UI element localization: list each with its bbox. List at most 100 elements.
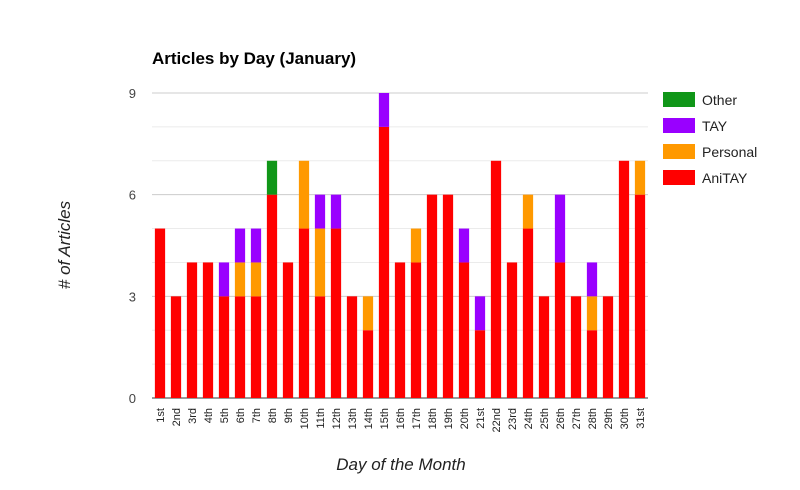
x-tick-label: 31st (635, 408, 647, 429)
bar-segment-anitay (602, 296, 614, 398)
bar-segment-anitay (298, 228, 310, 398)
bar-segment-anitay (154, 228, 166, 398)
x-tick-label: 14th (363, 408, 375, 429)
bar-segment-anitay (442, 194, 454, 398)
chart-title: Articles by Day (January) (152, 49, 356, 68)
y-tick-label: 9 (129, 86, 136, 101)
bar-segment-tay (378, 93, 390, 127)
x-tick-label: 22nd (491, 408, 503, 432)
bar-segment-anitay (410, 262, 422, 398)
x-tick-label: 17th (411, 408, 423, 429)
bar-segment-anitay (346, 296, 358, 398)
x-tick-label: 10th (299, 408, 311, 429)
bars (154, 93, 646, 398)
x-tick-label: 1st (155, 408, 167, 423)
x-axis-label: Day of the Month (336, 455, 465, 474)
x-tick-label: 29th (603, 408, 615, 429)
bar-segment-tay (250, 228, 262, 263)
bar-segment-tay (330, 194, 342, 229)
x-tick-label: 19th (443, 408, 455, 429)
bar-segment-personal (314, 228, 326, 297)
bar-segment-anitay (522, 228, 534, 398)
x-tick-label: 24th (523, 408, 535, 429)
bar-segment-anitay (490, 160, 502, 398)
bar-segment-anitay (266, 194, 278, 398)
y-tick-label: 6 (129, 188, 136, 203)
x-tick-label: 27th (571, 408, 583, 429)
y-tick-label: 3 (129, 289, 136, 304)
bar-segment-anitay (634, 194, 646, 398)
legend-label-tay: TAY (702, 118, 728, 134)
x-tick-label: 21st (475, 408, 487, 429)
x-tick-label: 11th (315, 408, 327, 429)
legend-swatch-personal (663, 144, 695, 159)
x-tick-label: 12th (331, 408, 343, 429)
bar-segment-anitay (250, 296, 262, 398)
x-tick-label: 5th (219, 408, 231, 423)
bar-segment-personal (522, 194, 534, 229)
bar-segment-anitay (554, 262, 566, 398)
bar-segment-anitay (394, 262, 406, 398)
x-tick-label: 18th (427, 408, 439, 429)
x-tick-label: 16th (395, 408, 407, 429)
bar-segment-anitay (426, 194, 438, 398)
bar-segment-anitay (458, 262, 470, 398)
bar-segment-tay (586, 262, 598, 297)
x-tick-label: 13th (347, 408, 359, 429)
legend: Other TAY Personal AniTAY (663, 92, 757, 186)
bar-segment-personal (250, 262, 262, 297)
bar-segment-tay (554, 194, 566, 263)
bar-segment-personal (634, 160, 646, 195)
bar-segment-anitay (218, 296, 230, 398)
legend-swatch-tay (663, 118, 695, 133)
bar-segment-anitay (234, 296, 246, 398)
bar-segment-anitay (202, 262, 214, 398)
bar-segment-anitay (362, 330, 374, 398)
x-tick-label: 6th (235, 408, 247, 423)
x-tick-label: 25th (539, 408, 551, 429)
x-axis-ticks: 1st 2nd 3rd 4th 5th 6th 7th 8th 9th 10th 11th 12th 1… (155, 408, 647, 432)
bar-segment-anitay (586, 330, 598, 398)
legend-label-other: Other (702, 92, 737, 108)
legend-label-anitay: AniTAY (702, 170, 748, 186)
x-tick-label: 3rd (187, 408, 199, 424)
y-axis-label: # of Articles (55, 200, 74, 289)
x-tick-label: 15th (379, 408, 391, 429)
bar-segment-anitay (282, 262, 294, 398)
bar-segment-anitay (506, 262, 518, 398)
legend-label-personal: Personal (702, 144, 757, 160)
x-tick-label: 30th (619, 408, 631, 429)
x-tick-label: 8th (267, 408, 279, 423)
x-tick-label: 23rd (507, 408, 519, 430)
bar-segment-anitay (474, 330, 486, 398)
bar-segment-personal (298, 160, 310, 229)
bar-segment-personal (234, 262, 246, 297)
bar-segment-other (266, 160, 278, 195)
x-tick-label: 2nd (171, 408, 183, 426)
bar-segment-anitay (170, 296, 182, 398)
bar-segment-anitay (378, 126, 390, 398)
x-tick-label: 28th (587, 408, 599, 429)
bar-segment-anitay (538, 296, 550, 398)
bar-segment-anitay (186, 262, 198, 398)
legend-swatch-other (663, 92, 695, 107)
bar-segment-personal (410, 228, 422, 263)
y-axis-ticks: 0 3 6 9 (129, 86, 136, 406)
x-tick-label: 9th (283, 408, 295, 423)
bar-segment-tay (234, 228, 246, 263)
bar-segment-anitay (330, 228, 342, 398)
bar-segment-personal (586, 296, 598, 331)
bar-segment-tay (474, 296, 486, 331)
bar-segment-tay (218, 262, 230, 297)
bar-segment-personal (362, 296, 374, 331)
bar-segment-tay (314, 194, 326, 229)
x-tick-label: 26th (555, 408, 567, 429)
bar-segment-anitay (314, 296, 326, 398)
legend-swatch-anitay (663, 170, 695, 185)
x-tick-label: 4th (203, 408, 215, 423)
bar-segment-tay (458, 228, 470, 263)
y-tick-label: 0 (129, 391, 136, 406)
bar-segment-anitay (618, 160, 630, 398)
